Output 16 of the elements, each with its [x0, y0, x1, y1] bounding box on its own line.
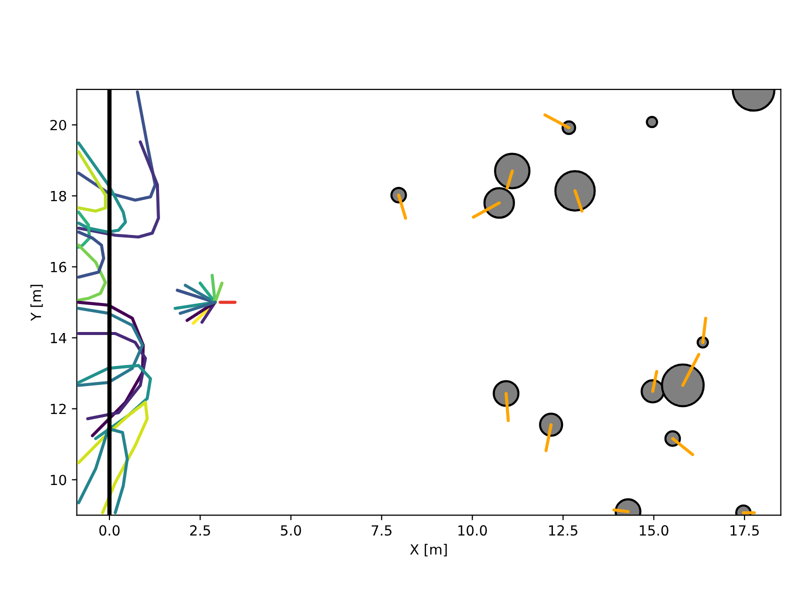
- x-tick-label: 0.0: [99, 525, 120, 536]
- x-tick-label: 2.5: [190, 525, 210, 536]
- x-tick-label: 10.0: [458, 525, 487, 536]
- y-tick-label: 10: [50, 474, 66, 486]
- y-tick-label: 20: [50, 120, 66, 130]
- y-tick-label: 14: [50, 332, 66, 344]
- x-tick-label: 15.0: [640, 525, 668, 536]
- x-tick-label: 12.5: [549, 525, 578, 536]
- x-tick-label: 7.5: [372, 525, 392, 536]
- x-tick-label: 5.0: [280, 525, 302, 536]
- x-tick-label: 17.5: [730, 525, 759, 536]
- x-axis-title: X [m]: [410, 544, 447, 556]
- y-tick-label: 18: [50, 190, 66, 202]
- y-tick-label: 12: [50, 404, 66, 414]
- y-axis-title: Y [m]: [30, 284, 43, 321]
- y-tick-label: 16: [50, 262, 66, 272]
